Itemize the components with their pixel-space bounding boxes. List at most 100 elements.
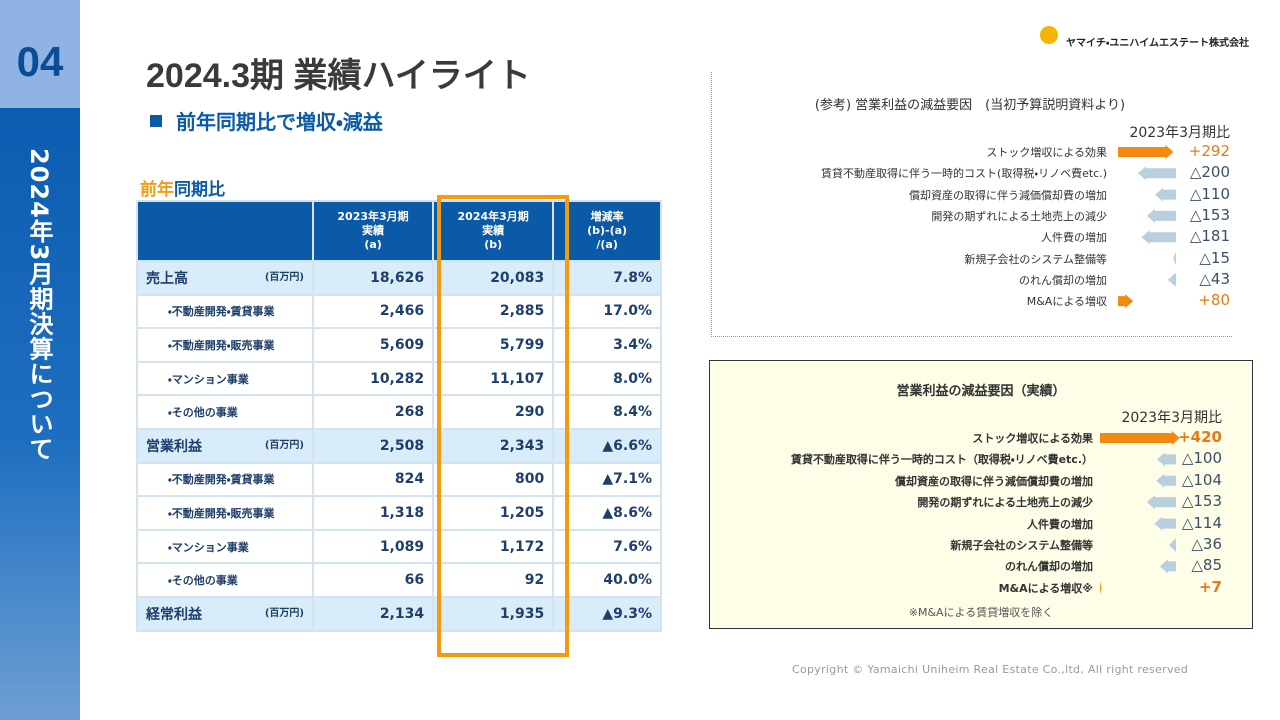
table-caption: 前年同期比 (140, 175, 225, 200)
table-row: ・マンション事業 10,282 11,107 8.0% (138, 362, 660, 395)
cell: 290 (434, 396, 553, 428)
item-label: M&Aによる増収 (1026, 295, 1107, 309)
row-label: ・不動産開発・販売事業 (138, 497, 312, 529)
table-row: ・不動産開発・賃貸事業 2,466 2,885 17.0% (138, 295, 660, 328)
item-label: 人件費の増加 (1027, 517, 1093, 531)
bar (1154, 516, 1176, 531)
cell: 268 (314, 396, 433, 428)
cell: 20,083 (434, 262, 553, 294)
row-label: ・マンション事業 (138, 362, 312, 395)
item-label: 新規子会社のシステム整備等 (950, 539, 1093, 552)
cell: 18,626 (314, 262, 433, 294)
label: ・マンション事業 (168, 372, 249, 386)
label: ・その他の事業 (168, 574, 238, 588)
table-row: ・その他の事業 268 290 8.4% (138, 396, 660, 428)
row-label: ・その他の事業 (138, 564, 312, 596)
cell: 40.0% (554, 564, 660, 596)
logo: ヤマイチ・ユニハイムエステート株式会社 (1066, 38, 1249, 49)
unit: (百万円) (264, 439, 304, 451)
cell: 1,318 (314, 497, 433, 529)
header-cell: 2024年3月期 実績 (b) (434, 202, 553, 260)
section-number: 04 (16, 38, 64, 85)
cell: 8.0% (554, 362, 660, 395)
panel-title: 営業利益の減益要因（実績） (896, 384, 1066, 399)
bar (1146, 208, 1176, 223)
header-row: 2023年3月期 実績 (a) 2024年3月期 実績 (b) 増減率 (b)-(a… (138, 202, 660, 260)
cell: 17.0% (554, 295, 660, 328)
sidebar-top (0, 0, 80, 108)
reference-panel (711, 72, 1232, 337)
item-label: 賃貸不動産取得に伴う一時的コスト(取得税・リノベ費etc.) (821, 167, 1107, 181)
cell: ▲7.1% (554, 463, 660, 496)
row-label: (百万円) 経常利益 (138, 597, 312, 630)
bar (1118, 145, 1174, 159)
header-cell: 増減率 (b)-(a) /(a) (554, 202, 660, 260)
row-label: ・不動産開発・販売事業 (138, 329, 312, 361)
item-label: のれん償却の増加 (1005, 560, 1093, 574)
logo-icon (1040, 26, 1058, 44)
label: ・不動産開発・販売事業 (168, 506, 275, 520)
bar (1157, 452, 1176, 467)
label: ・不動産開発・賃貸事業 (168, 473, 275, 487)
cell: 66 (314, 564, 433, 596)
cell: 11,107 (434, 362, 553, 395)
cell: ▲9.3% (554, 597, 660, 630)
label: 売上高 (146, 270, 188, 287)
row-label: (百万円) 売上高 (138, 262, 312, 294)
cell: 7.8% (554, 262, 660, 294)
item-label: 賃貸不動産取得に伴う一時的コスト（取得税・リノベ費etc.） (790, 453, 1093, 467)
bar (1100, 431, 1180, 445)
period-label: 2023年3月期比 (1129, 125, 1230, 141)
bar (1173, 251, 1176, 266)
cell: 800 (434, 463, 553, 496)
item-value: △110 (1189, 184, 1230, 203)
cell: ▲8.6% (554, 497, 660, 529)
row-label: ・不動産開発・賃貸事業 (138, 463, 312, 496)
subtitle: 前年同期比で増収・減益 (150, 106, 383, 135)
cell: 3.4% (554, 329, 660, 361)
table-row: ・その他の事業 66 92 40.0% (138, 564, 660, 596)
note: ※M&Aによる賃貸増収を除く (908, 606, 1054, 619)
item-value: △181 (1189, 227, 1230, 246)
cell: 2,885 (434, 295, 553, 328)
item-label: 開発の期ずれによる土地売上の減少 (931, 209, 1107, 223)
table-row: (百万円) 経常利益 2,134 1,935 ▲9.3% (138, 597, 660, 630)
item-label: ストック増収による効果 (986, 146, 1107, 159)
cell: 92 (434, 564, 553, 596)
item-value: +292 (1188, 142, 1230, 160)
bar (1141, 230, 1176, 245)
item-value: △114 (1181, 513, 1222, 532)
sidebar (0, 108, 80, 720)
caption-part: 前年 (140, 180, 174, 200)
cell: 1,089 (314, 530, 433, 563)
item-label: 人件費の増加 (1041, 231, 1107, 245)
bar (1146, 495, 1176, 510)
row-label: ・その他の事業 (138, 396, 312, 428)
header-cell (138, 202, 312, 260)
bar (1167, 272, 1176, 287)
item-value: △153 (1189, 205, 1230, 224)
item-label: のれん償却の増加 (1019, 273, 1107, 287)
item-value: △15 (1199, 248, 1230, 267)
cell: 10,282 (314, 362, 433, 395)
label: 経常利益 (146, 606, 202, 623)
item-value: △100 (1181, 449, 1222, 468)
bar (1159, 559, 1176, 574)
cell: 2,343 (434, 429, 553, 462)
label: ・その他の事業 (168, 406, 238, 420)
table-row: (百万円) 売上高 18,626 20,083 7.8% (138, 262, 660, 294)
item-value: △200 (1189, 163, 1230, 182)
item-value: △85 (1191, 556, 1222, 575)
table-row: ・不動産開発・販売事業 1,318 1,205 ▲8.6% (138, 497, 660, 529)
item-label: 償却資産の取得に伴う減価償却費の増加 (895, 474, 1093, 488)
copyright: Copyright © Yamaichi Uniheim Real Estate… (792, 663, 1189, 676)
header-cell: 2023年3月期 実績 (a) (314, 202, 433, 260)
cell: 2,466 (314, 295, 433, 328)
row-label: ・マンション事業 (138, 530, 312, 563)
table-row: ・マンション事業 1,089 1,172 7.6% (138, 530, 660, 563)
item-label: 開発の期ずれによる土地売上の減少 (917, 496, 1093, 510)
bar (1138, 166, 1176, 181)
panel-title: (参考) 営業利益の減益要因 (当初予算説明資料より) (814, 98, 1126, 113)
unit: (百万円) (264, 271, 304, 283)
